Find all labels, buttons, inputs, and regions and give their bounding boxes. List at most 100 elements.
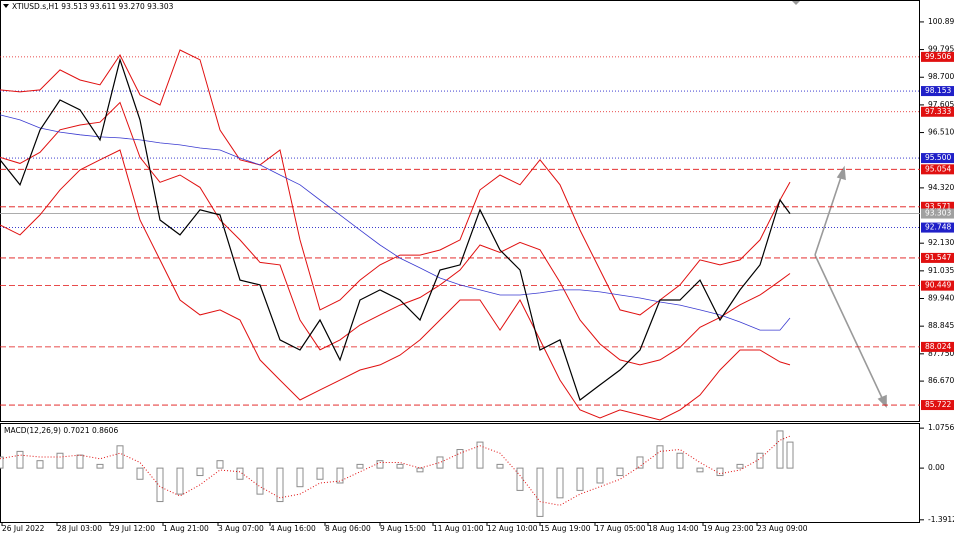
y-tick-label: 91.035 [928, 266, 954, 275]
histogram-bar [336, 467, 344, 484]
shift-marker [792, 1, 800, 5]
histogram-bar [316, 467, 324, 480]
y-tick-label: 99.795 [928, 45, 954, 54]
level-label-box [921, 341, 954, 352]
y-tick-label: 87.750 [928, 349, 954, 358]
histogram-bar [676, 452, 684, 469]
macd-pane-border [0, 423, 920, 523]
histogram-bar [376, 460, 384, 469]
histogram-bar [296, 467, 304, 488]
arrowhead [836, 165, 846, 181]
histogram-bar [656, 445, 664, 469]
level-label-box [921, 252, 954, 263]
histogram-bar [736, 463, 744, 469]
histogram-bar [786, 441, 794, 469]
histogram-bar [516, 467, 524, 491]
x-tick-label: 1 Aug 21:00 [163, 524, 209, 533]
x-tick-label: 15 Aug 19:00 [540, 524, 591, 533]
histogram-bar [0, 456, 4, 469]
histogram-bar [76, 454, 84, 469]
x-tick-label: 3 Aug 07:00 [218, 524, 264, 533]
y-tick-label: -1.3912 [928, 515, 954, 524]
x-tick-label: 23 Aug 09:00 [757, 524, 808, 533]
level-label-box [921, 86, 954, 97]
histogram-bar [536, 467, 544, 517]
menu-triangle[interactable] [3, 4, 9, 8]
histogram-bar [696, 467, 704, 473]
y-tick-label: 88.845 [928, 321, 954, 330]
arrow-down [814, 254, 884, 401]
histogram-bar [16, 450, 24, 469]
x-tick-label: 4 Aug 16:00 [270, 524, 316, 533]
y-tick-label: 100.890 [928, 17, 954, 26]
histogram-bar [596, 467, 604, 484]
histogram-bar [216, 460, 224, 469]
x-tick-label: 12 Aug 10:00 [487, 524, 538, 533]
histogram-bar [776, 430, 784, 469]
x-tick-label: 18 Aug 14:00 [648, 524, 699, 533]
arrow-up [814, 173, 843, 256]
y-tick-label: 94.320 [928, 183, 954, 192]
histogram-bar [396, 463, 404, 469]
histogram-bar [96, 463, 104, 469]
histogram-bar [156, 467, 164, 503]
histogram-bar [116, 445, 124, 469]
series-line [0, 435, 791, 506]
histogram-bar [356, 463, 364, 469]
histogram-bar [556, 467, 564, 499]
level-label-box [921, 153, 954, 164]
histogram-bar [176, 467, 184, 495]
histogram-bar [36, 460, 44, 469]
level-label: 99.506 [925, 52, 951, 61]
y-tick-label: 96.510 [928, 128, 954, 137]
arrowhead [877, 394, 887, 408]
level-label-box [921, 201, 954, 212]
series-line [0, 49, 791, 316]
histogram-bar [276, 467, 284, 503]
histogram-bar [716, 467, 724, 477]
y-tick-label: 89.940 [928, 294, 954, 303]
main-pane-border [0, 0, 920, 422]
x-tick-label: 28 Jul 03:00 [57, 524, 102, 533]
level-label: 92.748 [925, 223, 951, 232]
level-label: 85.722 [925, 400, 951, 409]
x-tick-label: 9 Aug 15:00 [380, 524, 426, 533]
series-line [0, 114, 791, 331]
y-tick-label: 92.130 [928, 238, 954, 247]
histogram-bar [756, 452, 764, 469]
x-tick-label: 26 Jul 2022 [2, 524, 45, 533]
level-label-box [921, 164, 954, 175]
y-tick-label: 97.605 [928, 100, 954, 109]
series-line [0, 149, 791, 421]
histogram-bar [416, 467, 424, 473]
level-label-box [921, 400, 954, 411]
y-tick-label: 1.0756 [928, 423, 954, 432]
pane-title: XTIUSD.s,H1 93.513 93.611 93.270 93.303 [12, 2, 174, 11]
histogram-bar [616, 467, 624, 477]
histogram-bar [476, 441, 484, 469]
level-label: 91.547 [925, 253, 951, 262]
y-tick-label: 0.00 [928, 463, 945, 472]
histogram-bar [256, 467, 264, 495]
level-label-box [921, 222, 954, 233]
histogram-bar [456, 449, 464, 469]
x-tick-label: 11 Aug 01:00 [433, 524, 484, 533]
x-tick-label: 17 Aug 05:00 [595, 524, 646, 533]
level-label: 93.571 [925, 202, 951, 211]
projection-arrows [814, 165, 887, 408]
level-label: 98.153 [925, 86, 951, 95]
histogram-bar [136, 467, 144, 480]
x-tick-label: 8 Aug 06:00 [325, 524, 371, 533]
histogram-bar [56, 452, 64, 469]
level-label-box [921, 106, 954, 117]
level-label-box [921, 280, 954, 291]
y-tick-label: 98.700 [928, 72, 954, 81]
level-label: 95.500 [925, 153, 951, 162]
pane-title: MACD(12,26,9) 0.7021 0.8606 [4, 426, 118, 435]
histogram-bar [576, 467, 584, 491]
level-label: 88.024 [925, 342, 951, 351]
level-label: 97.333 [925, 107, 951, 116]
x-tick-label: 29 Jul 12:00 [110, 524, 155, 533]
